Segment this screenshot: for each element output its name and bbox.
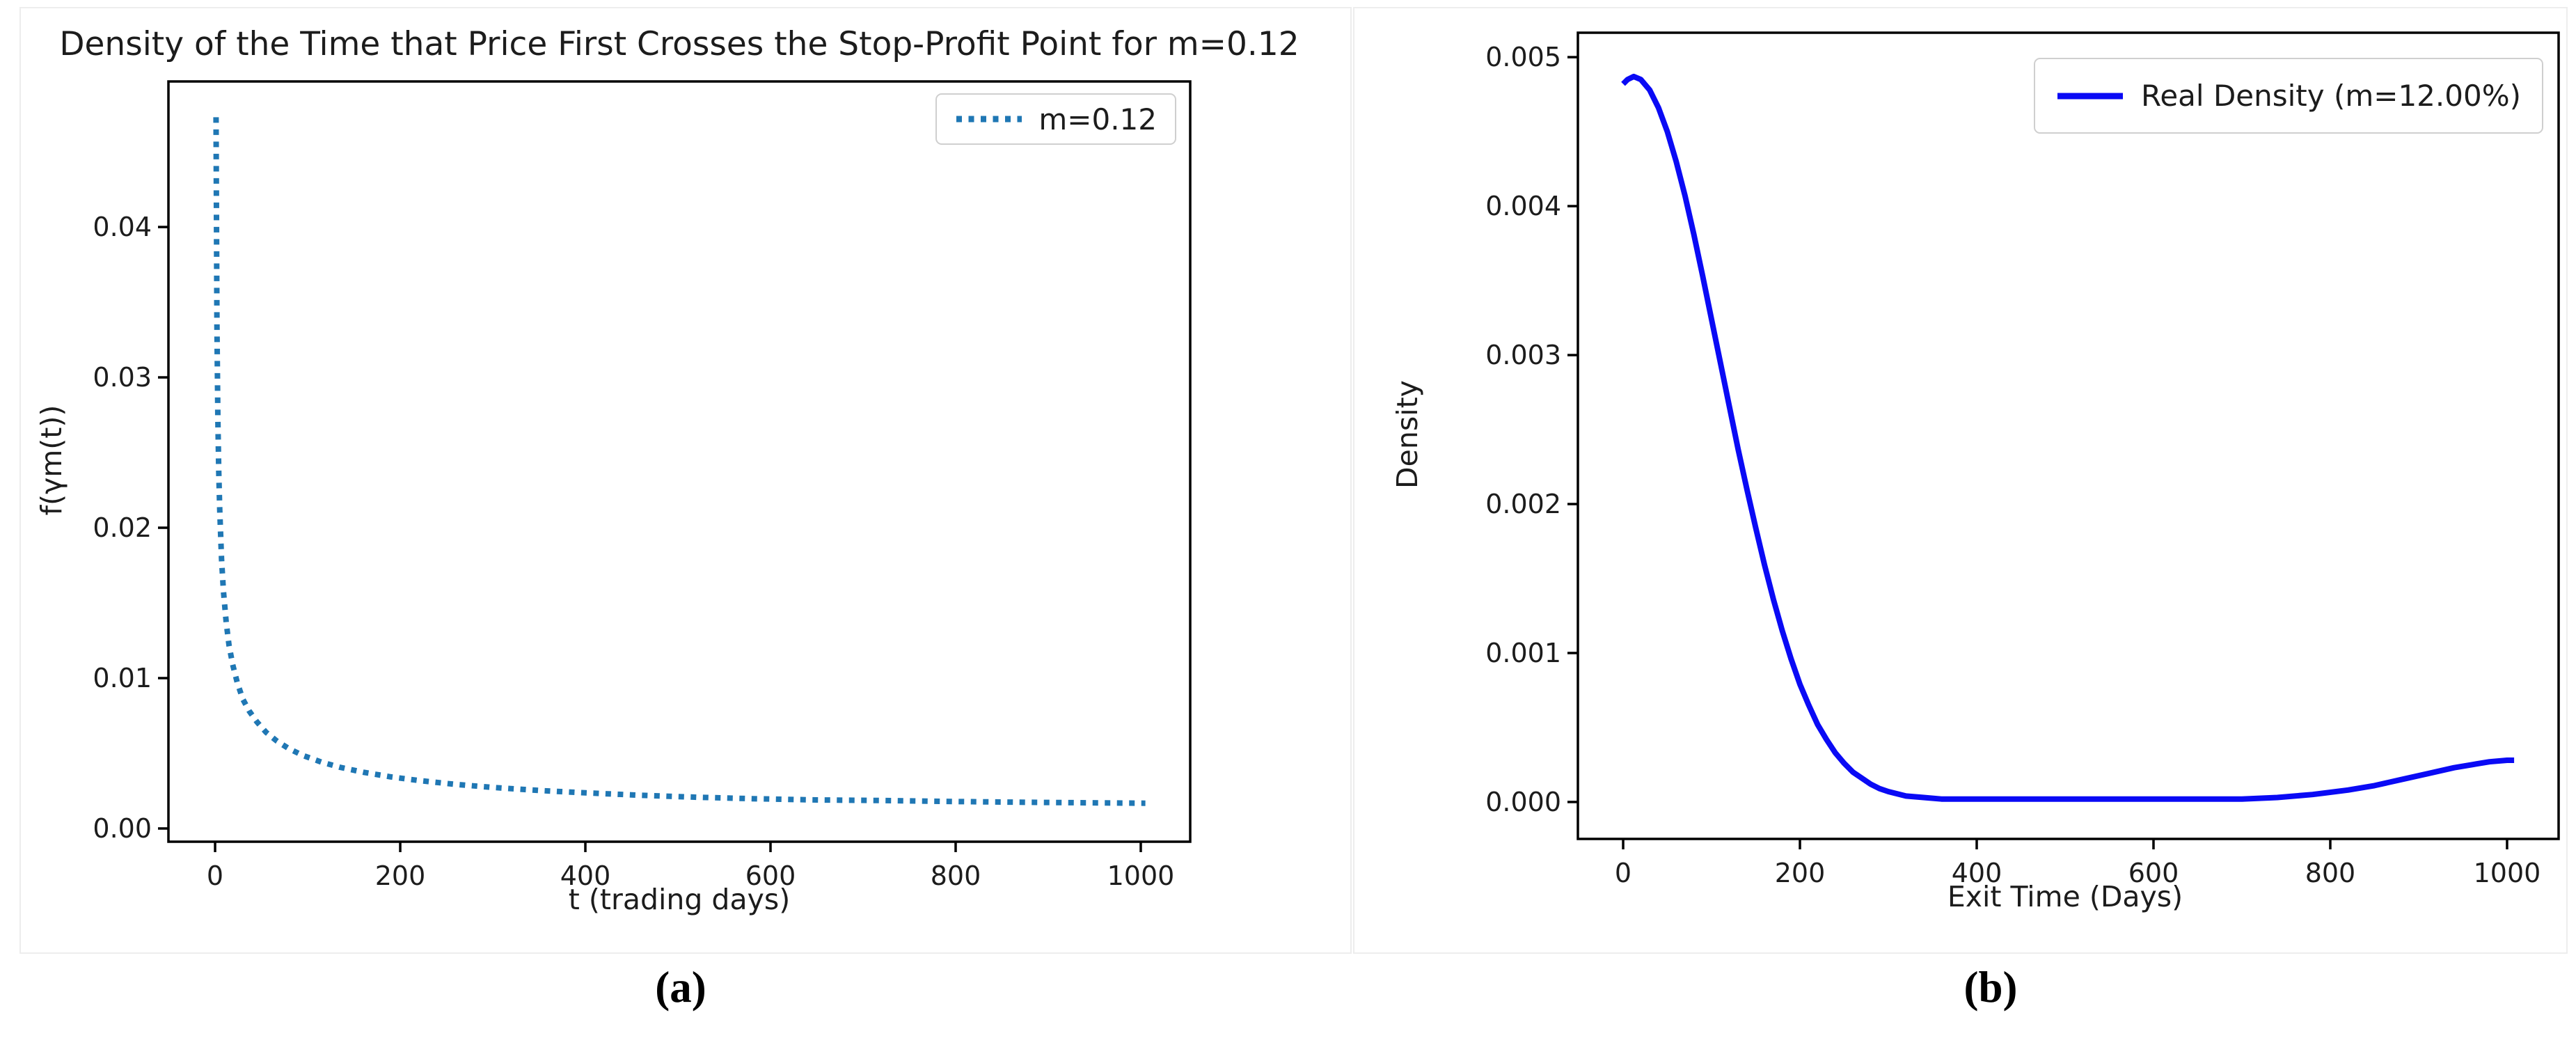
figure-a: Density of the Time that Price First Cro…	[19, 7, 1352, 954]
x-tick-label: 200	[374, 861, 426, 891]
x-tick-label: 600	[745, 861, 796, 891]
legend-label-a: m=0.12	[1038, 102, 1157, 136]
y-tick-label: 0.003	[1485, 340, 1561, 371]
y-tick-label: 0.04	[93, 212, 152, 243]
y-tick-label: 0.00	[93, 812, 152, 844]
x-tick-label: 1000	[2473, 858, 2541, 888]
y-axis-label-b: Density	[1391, 380, 1424, 489]
caption-b: (b)	[1963, 963, 2018, 1012]
y-tick-label: 0.03	[93, 362, 152, 393]
axes-frame	[167, 80, 1192, 843]
y-tick-label: 0.002	[1485, 488, 1561, 519]
x-axis-label-a: t (trading days)	[568, 883, 791, 916]
x-tick-label: 200	[1774, 858, 1826, 888]
x-axis-label-b: Exit Time (Days)	[1947, 880, 2183, 913]
y-tick-label: 0.01	[93, 663, 152, 693]
y-axis-label-a: f(γm(t))	[35, 404, 68, 516]
x-tick-label: 0	[206, 861, 224, 891]
plot-area-a	[158, 80, 1192, 852]
x-tick-label: 400	[1951, 858, 2002, 888]
x-tick-label: 1000	[1107, 861, 1175, 891]
x-tick-label: 0	[1614, 858, 1632, 888]
chart-title-a: Density of the Time that Price First Cro…	[59, 25, 1299, 63]
caption-a: (a)	[655, 963, 706, 1012]
figure-b: Density Exit Time (Days) Real Density (m…	[1353, 7, 2568, 954]
y-tick-label: 0.02	[93, 512, 152, 544]
legend-b: Real Density (m=12.00%)	[2034, 58, 2543, 134]
y-tick-label: 0.000	[1485, 786, 1561, 817]
legend-label-b: Real Density (m=12.00%)	[2141, 79, 2521, 113]
y-tick-label: 0.001	[1485, 637, 1561, 668]
y-tick-label: 0.005	[1485, 42, 1561, 73]
x-tick-label: 600	[2128, 858, 2179, 888]
x-tick-label: 800	[2305, 858, 2356, 888]
dotted-line-sample-icon	[956, 116, 1022, 123]
plot-area-b	[1567, 31, 2560, 849]
axes-frame	[1577, 31, 2560, 840]
y-tick-label: 0.004	[1485, 191, 1561, 222]
curve-path-b	[1621, 73, 2515, 802]
curve-path-a	[213, 117, 1146, 806]
solid-line-sample-icon	[2057, 93, 2124, 99]
x-tick-label: 800	[930, 861, 981, 891]
x-tick-label: 400	[560, 861, 611, 891]
legend-a: m=0.12	[935, 93, 1176, 145]
